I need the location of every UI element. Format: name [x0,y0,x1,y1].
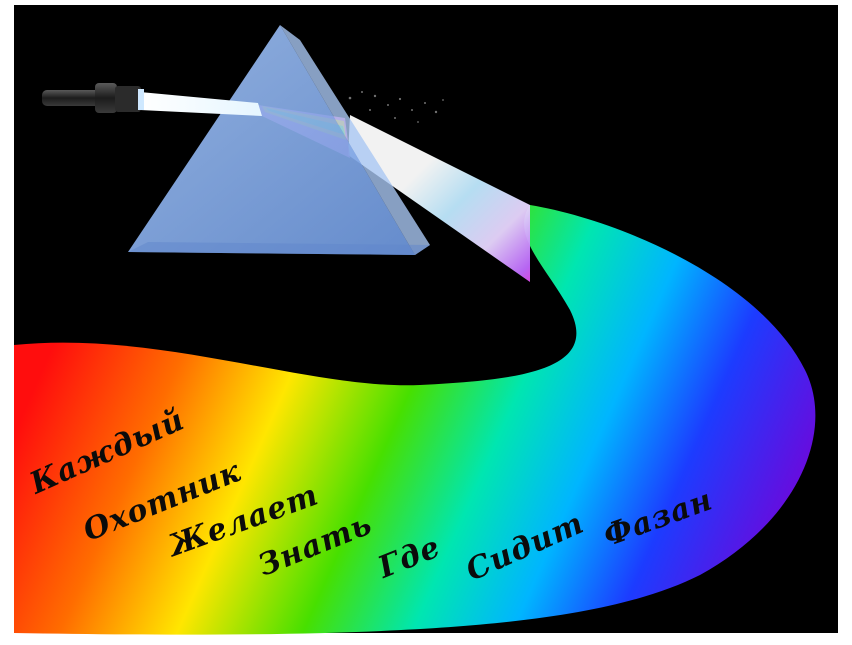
spectrum-band [14,205,816,635]
flashlight [42,83,144,113]
sparkle-dust [348,91,444,123]
white-light-beam [140,92,262,116]
refracted-light-fan [348,115,530,282]
glass-prism [128,25,415,255]
